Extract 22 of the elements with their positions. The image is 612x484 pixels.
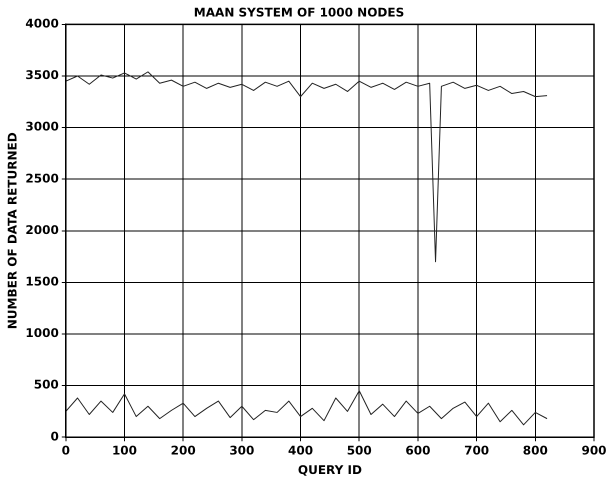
y-tick-label: 2000: [25, 222, 59, 237]
x-tick-label: 400: [288, 444, 314, 458]
x-tick-label: 200: [170, 444, 196, 458]
y-tick-label: 1500: [25, 274, 59, 289]
x-tick-label: 600: [405, 444, 430, 458]
y-tick-label: 4000: [25, 16, 59, 31]
x-tick-label: 800: [522, 444, 548, 458]
y-tick-label: 1000: [25, 326, 59, 340]
x-tick-label: 0: [62, 444, 70, 458]
y-tick-label: 3000: [25, 120, 59, 134]
x-axis-title: QUERY ID: [298, 462, 362, 477]
x-tick-label: 100: [112, 444, 138, 458]
y-tick-label: 2500: [25, 171, 59, 186]
y-tick-label: 3500: [25, 68, 59, 82]
y-tick-label: 0: [50, 429, 59, 444]
x-tick-label: 700: [464, 444, 490, 458]
y-axis-title: NUMBER OF DATA RETURNED: [5, 132, 20, 330]
x-tick-label: 900: [581, 444, 607, 458]
y-tick-label: 500: [34, 378, 59, 392]
chart-title: MAAN SYSTEM OF 1000 NODES: [194, 5, 404, 20]
x-tick-label: 500: [346, 444, 372, 458]
x-tick-label: 300: [229, 444, 254, 458]
